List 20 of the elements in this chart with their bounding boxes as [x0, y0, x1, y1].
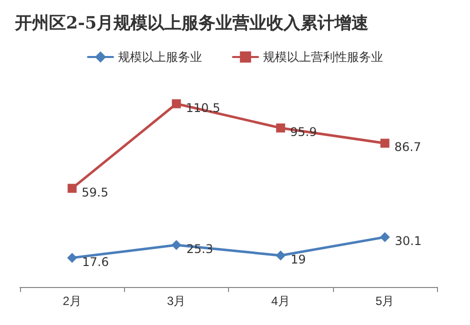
data-label: 59.5 [82, 185, 108, 200]
point [380, 232, 390, 242]
x-tick-label: 4月 [271, 294, 290, 308]
x-tick-label: 3月 [167, 294, 186, 308]
point [171, 240, 182, 250]
point [276, 123, 286, 132]
point [380, 138, 390, 148]
point [172, 99, 181, 108]
point [276, 250, 286, 260]
data-label: 86.7 [394, 140, 422, 154]
x-tick-label: 5月 [376, 294, 394, 308]
x-tick-label: 2月 [62, 294, 82, 308]
data-label: 30.1 [394, 234, 422, 248]
chart-title: 开州区2-5月规模以上服务业营业收入累计增速 [14, 14, 369, 34]
point [67, 252, 78, 263]
data-label: 19 [290, 252, 306, 266]
legend-label: 规模以上服务业 [118, 50, 202, 64]
legend-label: 规模以上营利性服务业 [263, 50, 383, 64]
point [68, 184, 77, 193]
data-label: 17.6 [82, 254, 109, 269]
